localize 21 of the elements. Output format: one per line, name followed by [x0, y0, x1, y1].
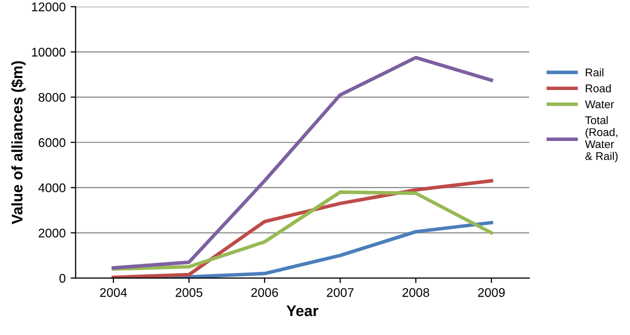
- line-series: [112, 190, 494, 271]
- y-axis-title: Value of alliances ($m): [11, 61, 26, 224]
- y-tick-label: 2000: [38, 228, 66, 238]
- y-tick-label: 0: [59, 274, 66, 283]
- y-tick-label: 12000: [32, 2, 66, 12]
- x-axis-title: Year: [286, 306, 318, 316]
- y-tick-label: 6000: [38, 138, 66, 148]
- legend-label: Rail: [586, 68, 604, 76]
- y-tick-label: 8000: [38, 92, 66, 102]
- legend-label: Total (Road, Water & Rail): [584, 116, 618, 162]
- x-tick-label: 2008: [402, 288, 430, 297]
- legend-label: Road: [586, 84, 611, 92]
- y-tick-label: 10000: [32, 48, 66, 57]
- line-series: [112, 56, 494, 270]
- legend-label: Water: [584, 100, 614, 108]
- x-tick-label: 2009: [478, 288, 505, 297]
- x-tick-label: 2006: [251, 288, 278, 297]
- x-tick-label: 2004: [100, 288, 127, 297]
- x-tick-label: 2007: [326, 288, 354, 297]
- x-tick-label: 2005: [176, 288, 202, 297]
- y-tick-label: 4000: [38, 183, 66, 192]
